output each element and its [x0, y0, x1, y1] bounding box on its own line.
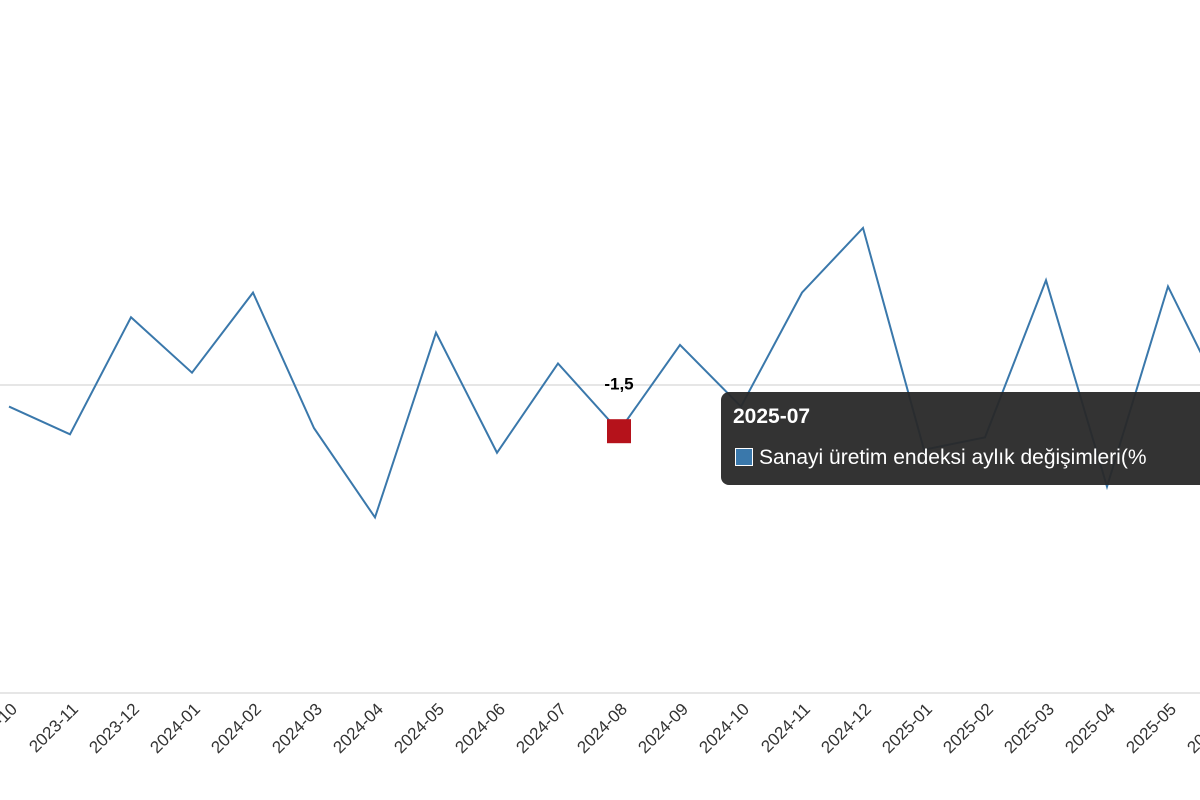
- x-tick-label: 2024-05: [390, 700, 448, 758]
- x-tick-label: 2024-01: [146, 700, 204, 758]
- x-tick-label: 2024-09: [634, 700, 692, 758]
- x-tick-label: 2025-06: [1183, 700, 1200, 758]
- x-tick-label: 2024-06: [451, 700, 509, 758]
- tooltip-title: 2025-07: [733, 405, 811, 428]
- x-tick-label: 2024-12: [817, 700, 875, 758]
- x-tick-label: 2024-10: [695, 700, 753, 758]
- x-tick-label: 2024-04: [329, 700, 387, 758]
- tooltip: 2025-07 Sanayi üretim endeksi aylık deği…: [721, 392, 1200, 485]
- x-tick-label: 2023-12: [85, 700, 143, 758]
- x-tick-label: 2024-08: [573, 700, 631, 758]
- x-tick-label: 2024-02: [207, 700, 265, 758]
- x-tick-label: 2024-03: [268, 700, 326, 758]
- x-tick-label: 2025-01: [878, 700, 936, 758]
- tooltip-series: Sanayi üretim endeksi aylık değişimleri(…: [759, 446, 1147, 469]
- highlight-marker: [607, 419, 631, 444]
- tooltip-swatch: [735, 448, 753, 466]
- data-label: -1,5: [604, 375, 633, 394]
- x-tick-label: 2025-04: [1061, 700, 1119, 758]
- x-tick-label: 2025-05: [1122, 700, 1180, 758]
- x-tick-label: 2024-07: [512, 700, 570, 758]
- x-tick-label: 2024-11: [757, 700, 814, 757]
- tooltip-entry: Sanayi üretim endeksi aylık değişimleri(…: [735, 446, 1147, 470]
- x-tick-label: 2023-10: [0, 700, 21, 758]
- x-tick-label: 2023-11: [25, 700, 82, 757]
- x-tick-label: 2025-03: [1000, 700, 1058, 758]
- x-tick-label: 2025-02: [939, 700, 997, 758]
